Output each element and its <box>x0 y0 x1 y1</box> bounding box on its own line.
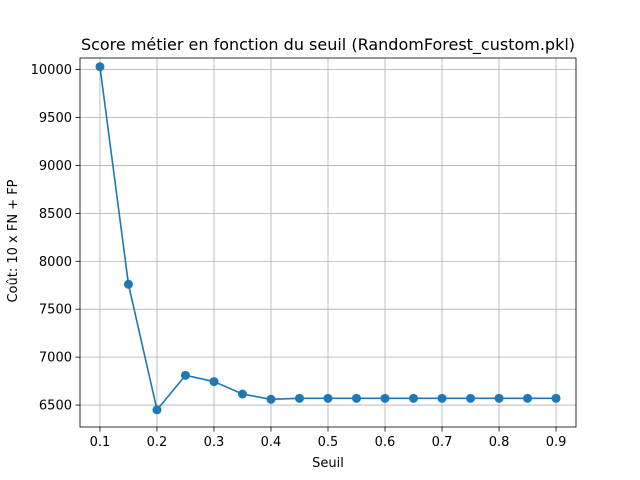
series-layer <box>95 62 561 415</box>
data-point <box>380 393 390 403</box>
y-tick-label: 10000 <box>31 63 72 78</box>
data-point <box>123 279 133 289</box>
x-tick-label: 0.8 <box>489 435 510 450</box>
data-point <box>494 393 504 403</box>
data-point <box>523 393 533 403</box>
chart-title: Score métier en fonction du seuil (Rando… <box>81 35 575 55</box>
y-tick-label: 7000 <box>39 351 72 366</box>
data-point <box>266 394 276 404</box>
x-tick-label: 0.2 <box>147 435 168 450</box>
data-point <box>437 393 447 403</box>
data-point <box>209 377 219 387</box>
data-point <box>152 405 162 415</box>
data-point <box>180 370 190 380</box>
data-point <box>352 393 362 403</box>
x-tick-label: 0.7 <box>432 435 453 450</box>
x-tick-label: 0.3 <box>204 435 225 450</box>
data-point <box>466 393 476 403</box>
data-point <box>551 393 561 403</box>
data-point <box>237 389 247 399</box>
x-tick-label: 0.4 <box>261 435 282 450</box>
y-tick-label: 9500 <box>39 111 72 126</box>
y-tick-label: 8500 <box>39 207 72 222</box>
x-axis-label: Seuil <box>312 456 344 471</box>
x-tick-label: 0.5 <box>318 435 339 450</box>
y-axis-label: Coût: 10 x FN + FP <box>6 179 21 302</box>
grid <box>80 58 576 427</box>
data-point <box>409 393 419 403</box>
x-tick-label: 0.9 <box>546 435 567 450</box>
y-tick-label: 8000 <box>39 255 72 270</box>
data-point <box>294 393 304 403</box>
data-point <box>323 393 333 403</box>
x-tick-label: 0.6 <box>375 435 396 450</box>
data-point <box>95 62 105 72</box>
y-tick-label: 9000 <box>39 159 72 174</box>
y-tick-label: 6500 <box>39 399 72 414</box>
x-tick-label: 0.1 <box>90 435 111 450</box>
axes: 0.1 0.2 0.3 0.4 0.5 0.6 0.7 0.8 0.9 6500 7000 7500 8… <box>31 57 577 450</box>
y-tick-label: 7500 <box>39 303 72 318</box>
